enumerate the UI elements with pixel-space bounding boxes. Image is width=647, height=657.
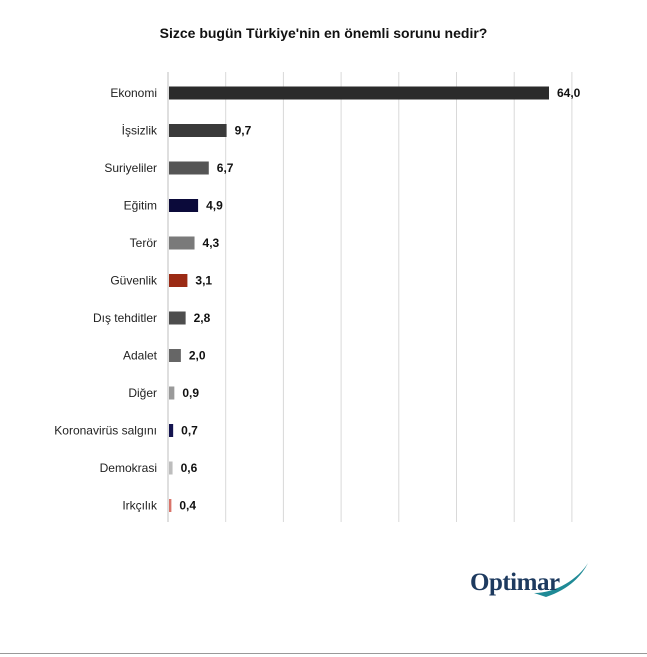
bar <box>169 499 172 512</box>
bar <box>169 161 209 175</box>
value-label: 0,9 <box>182 386 199 400</box>
bar <box>169 199 199 212</box>
gridlines <box>167 72 573 522</box>
value-label: 9,7 <box>235 124 252 138</box>
optimar-logo: Optimar <box>470 553 600 605</box>
bar <box>169 124 227 137</box>
value-label: 64,0 <box>557 86 581 100</box>
category-label: Adalet <box>123 349 158 363</box>
bar <box>169 386 175 400</box>
value-label: 4,3 <box>203 236 220 250</box>
logo-swoosh-icon <box>534 563 588 597</box>
value-label: 0,7 <box>181 424 198 438</box>
bar <box>169 461 173 475</box>
bar <box>169 86 549 100</box>
category-label: İşsizlik <box>122 124 158 138</box>
category-label: Eğitim <box>124 199 157 213</box>
category-label: Dış tehditler <box>93 311 157 325</box>
bar <box>169 274 188 287</box>
bar <box>169 349 181 362</box>
category-label: Koronavirüs salgını <box>54 424 157 438</box>
value-label: 2,0 <box>189 349 206 363</box>
category-label: Ekonomi <box>110 86 157 100</box>
logo-text: Optimar <box>470 569 560 596</box>
category-label: Suriyeliler <box>104 161 157 175</box>
category-label: Güvenlik <box>110 274 158 288</box>
bottom-divider <box>0 653 647 654</box>
value-label: 2,8 <box>194 311 211 325</box>
value-label: 0,4 <box>179 499 196 513</box>
category-label: Diğer <box>128 386 157 400</box>
category-label: Terör <box>130 236 157 250</box>
value-label: 3,1 <box>195 274 212 288</box>
category-label: Demokrasi <box>100 461 157 475</box>
bar <box>169 311 186 325</box>
chart-title: Sizce bugün Türkiye'nin en önemli sorunu… <box>159 25 488 41</box>
value-label: 6,7 <box>217 161 234 175</box>
bar <box>169 236 195 250</box>
value-label: 4,9 <box>206 199 223 213</box>
bar <box>169 424 174 437</box>
value-label: 0,6 <box>181 461 198 475</box>
bars <box>169 86 549 512</box>
category-label: Irkçılık <box>122 499 158 513</box>
labels: Ekonomi 64,0 İşsizlik 9,7 Suriyeliler 6,7 Eğit… <box>54 86 580 513</box>
